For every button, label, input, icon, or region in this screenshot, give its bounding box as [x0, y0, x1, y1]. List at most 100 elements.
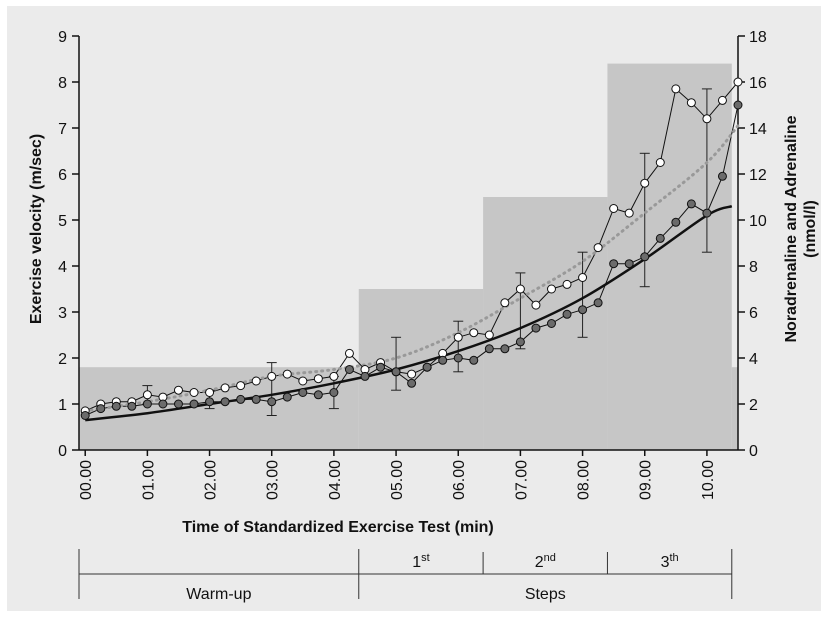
y-right-tick-label-9: 18 — [749, 29, 767, 46]
open-marker-24 — [453, 332, 463, 342]
velocity-step-0 — [79, 367, 359, 450]
filled-marker-29 — [531, 323, 541, 333]
x-tick-label-9: 09.00 — [638, 460, 655, 500]
y-left-tick-label-4: 4 — [58, 259, 67, 276]
open-marker-16 — [329, 371, 339, 381]
x-tick-label-0: 00.00 — [78, 460, 95, 500]
phase-label-suffix-0: st — [421, 552, 430, 564]
filled-marker-23 — [438, 355, 448, 365]
y-left-tick-label-5: 5 — [58, 213, 67, 230]
filled-marker-32 — [578, 305, 588, 315]
filled-marker-22 — [422, 362, 432, 372]
filled-marker-10 — [236, 394, 246, 404]
filled-marker-0 — [80, 411, 90, 420]
y-right-tick-label-2: 4 — [749, 351, 758, 368]
filled-marker-2 — [111, 401, 121, 411]
x-tick-label-2: 02.00 — [203, 460, 220, 500]
open-marker-31 — [562, 279, 572, 289]
filled-marker-8 — [205, 397, 215, 407]
y-right-tick-label-8: 16 — [749, 75, 767, 92]
open-marker-4 — [142, 390, 152, 400]
open-marker-30 — [546, 284, 556, 294]
velocity-step-3 — [607, 63, 732, 450]
y-left-tick-label-0: 0 — [58, 443, 67, 460]
y-axis-title-right-line1: Noradrenaline and Adrenaline — [783, 115, 800, 342]
steps-label: Steps — [525, 586, 566, 603]
filled-marker-21 — [407, 378, 417, 388]
x-tick-label-7: 07.00 — [513, 460, 530, 500]
open-marker-35 — [624, 208, 634, 218]
phase-annotation: 1st 2nd 3th Warm-up Steps — [78, 549, 733, 603]
filled-marker-14 — [298, 388, 308, 397]
open-marker-29 — [531, 300, 541, 310]
open-marker-25 — [469, 328, 479, 338]
open-marker-34 — [609, 204, 619, 213]
phase-label-2: 3th — [661, 552, 679, 571]
filled-marker-7 — [189, 399, 199, 409]
filled-marker-40 — [702, 208, 712, 218]
y-right-tick-label-4: 8 — [749, 259, 758, 276]
velocity-step-2 — [483, 197, 608, 450]
phase-label-0: 1st — [412, 552, 429, 571]
filled-marker-12 — [267, 397, 277, 407]
phase-label-1: 2nd — [535, 552, 556, 571]
open-marker-17 — [344, 348, 354, 358]
filled-marker-36 — [640, 252, 650, 262]
open-marker-27 — [500, 298, 510, 308]
filled-marker-34 — [609, 259, 619, 269]
filled-marker-42 — [733, 100, 743, 110]
filled-marker-1 — [96, 404, 106, 414]
open-marker-11 — [251, 376, 261, 386]
chart-figure: 0 1 2 3 4 5 6 7 8 9 0 2 4 6 8 10 12 14 16 18 00.00 01.00 02.00… — [7, 6, 821, 611]
y-left-tick-label-2: 2 — [58, 351, 67, 368]
open-marker-40 — [702, 114, 712, 124]
y-left-tick-label-7: 7 — [58, 121, 67, 138]
filled-marker-9 — [220, 397, 230, 407]
y-left-tick-label-3: 3 — [58, 305, 67, 322]
open-marker-10 — [236, 381, 246, 391]
y-right-tick-label-5: 10 — [749, 213, 767, 230]
filled-marker-15 — [313, 390, 323, 400]
filled-marker-17 — [344, 365, 354, 374]
open-marker-6 — [173, 385, 183, 395]
filled-marker-35 — [624, 259, 634, 269]
filled-marker-11 — [251, 394, 261, 404]
filled-marker-6 — [173, 399, 183, 409]
x-tick-label-6: 06.00 — [451, 460, 468, 500]
open-marker-15 — [313, 374, 323, 384]
y-left-tick-label-1: 1 — [58, 397, 67, 414]
open-marker-41 — [717, 95, 727, 105]
y-left-tick-label-9: 9 — [58, 29, 67, 46]
x-tick-label-10: 10.00 — [700, 460, 717, 500]
phase-label-suffix-2: th — [669, 552, 678, 564]
filled-marker-26 — [484, 344, 494, 354]
open-marker-37 — [655, 158, 665, 167]
open-marker-7 — [189, 388, 199, 397]
open-marker-8 — [205, 388, 215, 397]
filled-marker-37 — [655, 233, 665, 243]
filled-marker-18 — [360, 371, 370, 381]
open-marker-33 — [593, 243, 603, 253]
filled-marker-38 — [671, 217, 681, 227]
y-axis-title-left: Exercise velocity (m/sec) — [28, 134, 45, 324]
data-markers — [80, 77, 743, 420]
filled-marker-20 — [391, 367, 401, 377]
y-right-tick-label-0: 0 — [749, 443, 758, 460]
filled-marker-25 — [469, 355, 479, 365]
open-marker-26 — [484, 330, 494, 340]
filled-marker-30 — [546, 319, 556, 328]
open-marker-13 — [282, 369, 292, 379]
phase-label-number-0: 1 — [412, 554, 421, 571]
x-tick-label-1: 01.00 — [140, 460, 157, 500]
y-left-tick-label-8: 8 — [58, 75, 67, 92]
filled-marker-27 — [500, 344, 510, 354]
velocity-step-4 — [731, 367, 738, 450]
x-tick-label-4: 04.00 — [327, 460, 344, 500]
phase-label-suffix-1: nd — [544, 552, 556, 564]
filled-marker-31 — [562, 309, 572, 319]
open-marker-36 — [640, 178, 650, 188]
open-marker-21 — [407, 369, 417, 379]
open-marker-39 — [686, 98, 696, 108]
open-marker-12 — [267, 371, 277, 381]
